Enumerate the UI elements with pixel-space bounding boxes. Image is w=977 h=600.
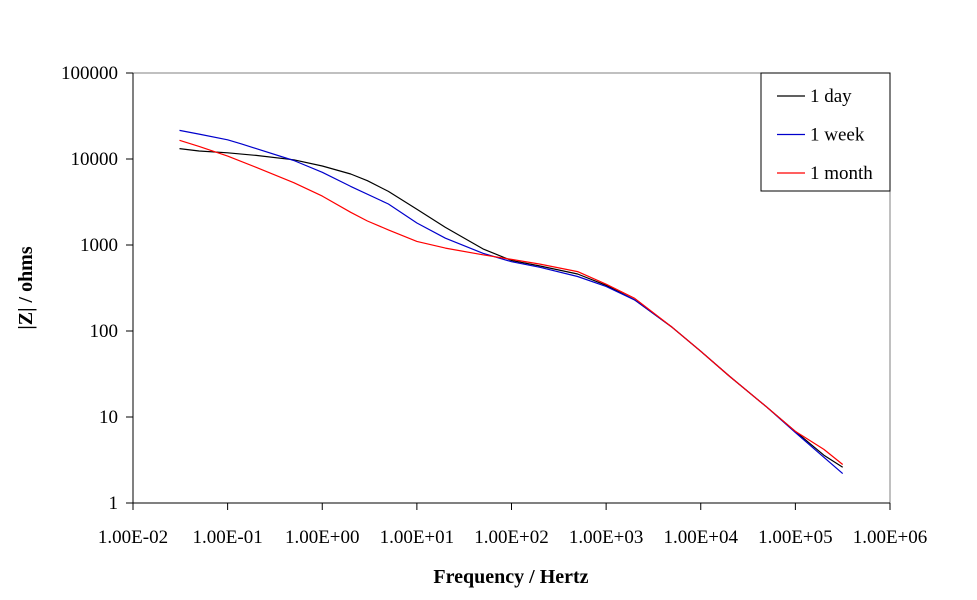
x-tick-label: 1.00E+05 <box>758 527 833 548</box>
legend-label: 1 week <box>810 125 865 146</box>
legend-box <box>760 72 891 192</box>
y-tick-label: 10 <box>99 407 118 428</box>
y-tick-label: 100000 <box>61 63 118 84</box>
y-tick-label: 1000 <box>80 235 118 256</box>
y-tick-label: 10000 <box>71 149 119 170</box>
x-axis: 1.00E-02 1.00E-01 1.00E+00 1.00E+01 1.00E+02… <box>98 502 928 548</box>
y-tick-label: 1 <box>109 493 119 514</box>
x-tick-label: 1.00E+00 <box>285 527 360 548</box>
series-line-1-month <box>179 139 844 465</box>
x-tick-label: 1.00E+04 <box>663 527 738 548</box>
series-layer <box>179 129 844 475</box>
y-tick-label: 100 <box>90 321 119 342</box>
x-tick-label: 1.00E-01 <box>193 527 263 548</box>
legend: 1 day 1 week 1 month <box>760 72 891 192</box>
x-tick-label: 1.00E+06 <box>853 527 928 548</box>
x-axis-title: Frequency / Hertz <box>433 566 588 588</box>
y-axis: 1 10 100 1000 10000 100000 <box>61 63 134 514</box>
legend-label: 1 day <box>810 86 852 107</box>
x-tick-label: 1.00E+02 <box>474 527 549 548</box>
x-tick-label: 1.00E-02 <box>98 527 168 548</box>
y-axis-title: |Z| / ohms <box>15 246 37 329</box>
x-tick-label: 1.00E+01 <box>380 527 455 548</box>
legend-label: 1 month <box>810 163 873 184</box>
x-tick-label: 1.00E+03 <box>569 527 644 548</box>
